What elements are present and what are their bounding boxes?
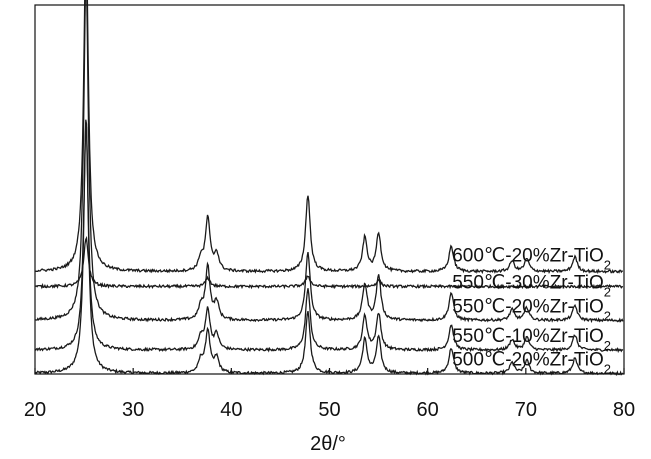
series-label-0: 500℃-20%Zr-TiO2 (452, 349, 611, 376)
series-label-3: 550℃-30%Zr-TiO2 (452, 273, 611, 300)
xrd-traces (34, 0, 624, 377)
x-tick-label-20: 20 (24, 399, 46, 421)
series-label-1: 550℃-10%Zr-TiO2 (452, 326, 611, 353)
x-tick-labels: 20 30 40 50 60 70 80 (24, 399, 635, 421)
xrd-trace-3 (35, 235, 624, 290)
x-axis-title: 2θ/° (310, 433, 346, 455)
x-tick-label-40: 40 (220, 399, 242, 421)
xrd-trace-0 (35, 122, 624, 377)
xrd-trace-1 (34, 119, 624, 354)
x-tick-label-30: 30 (122, 399, 144, 421)
x-tick-label-50: 50 (318, 399, 340, 421)
series-label-4: 600℃-20%Zr-TiO2 (452, 246, 611, 273)
series-label-2: 550℃-20%Zr-TiO2 (452, 296, 611, 323)
x-tick-label-70: 70 (515, 399, 537, 421)
xrd-trace-2 (35, 0, 624, 324)
x-tick-label-60: 60 (417, 399, 439, 421)
x-tick-label-80: 80 (613, 399, 635, 421)
xrd-trace-4 (35, 0, 623, 275)
